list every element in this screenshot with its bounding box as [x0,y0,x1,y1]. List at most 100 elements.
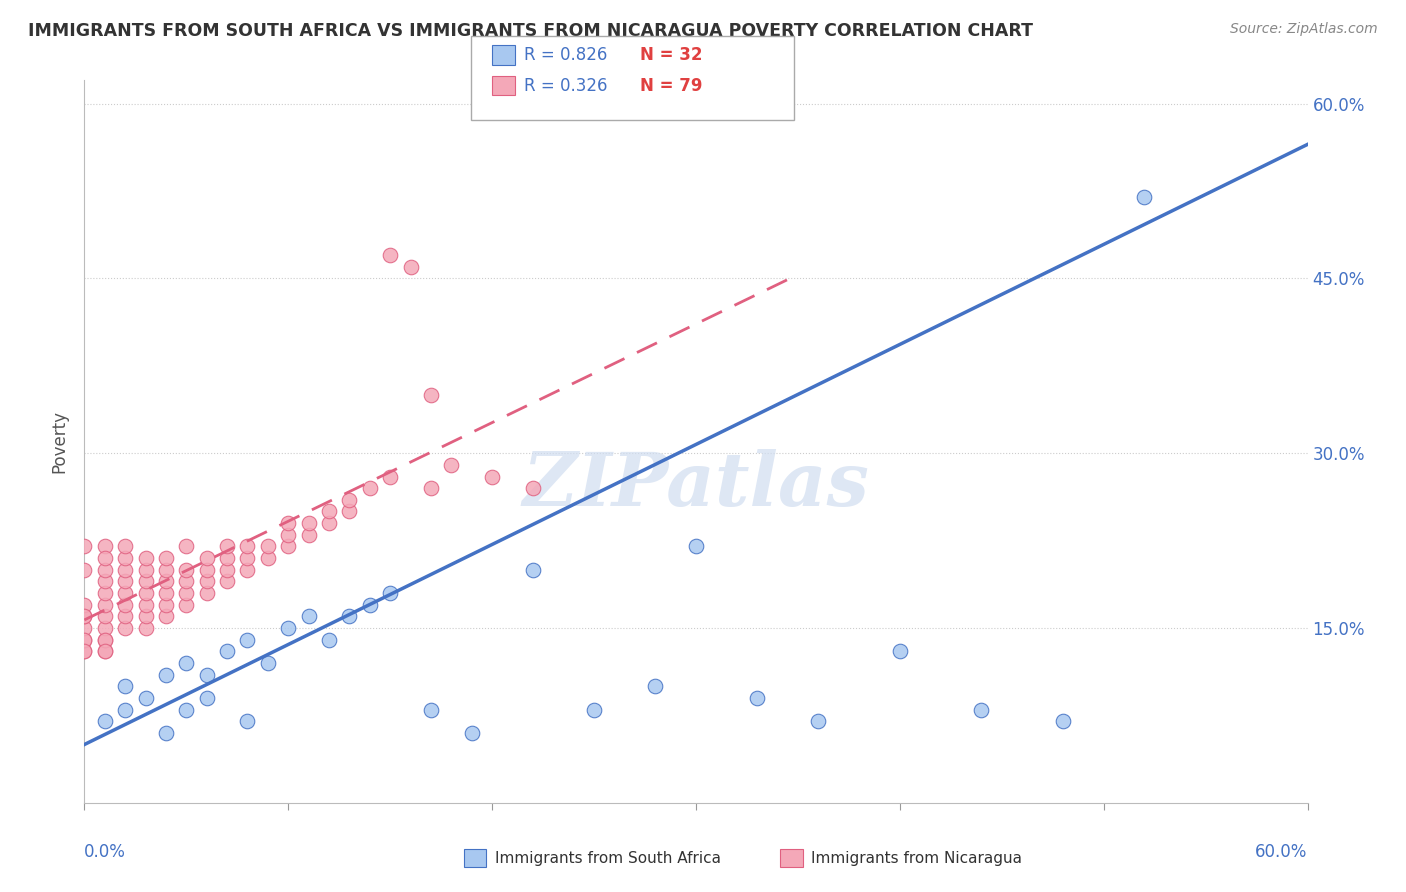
Point [970,702,993,716]
Point [135,563,157,577]
Point [155,726,177,740]
Point [236,632,259,647]
Point [522,481,544,495]
Point [73,563,96,577]
Point [174,540,197,554]
Point [73,632,96,647]
Text: N = 79: N = 79 [640,77,702,95]
Point [93,621,115,635]
Point [277,540,299,554]
Point [73,540,96,554]
Point [1052,714,1074,729]
Point [195,563,218,577]
Text: IMMIGRANTS FROM SOUTH AFRICA VS IMMIGRANTS FROM NICARAGUA POVERTY CORRELATION CH: IMMIGRANTS FROM SOUTH AFRICA VS IMMIGRAN… [28,22,1033,40]
Point [135,690,157,705]
Point [217,644,239,658]
Text: R = 0.826: R = 0.826 [524,46,607,64]
Point [174,563,197,577]
Text: 0.0%: 0.0% [84,843,127,861]
Point [73,598,96,612]
Point [318,504,340,518]
Point [174,586,197,600]
Point [93,714,115,729]
Point [380,469,402,483]
Point [420,388,443,402]
Point [155,551,177,566]
Text: 60.0%: 60.0% [1256,843,1308,861]
Point [73,644,96,658]
Point [114,540,136,554]
Point [359,598,381,612]
Point [135,586,157,600]
Text: ZIPatlas: ZIPatlas [523,449,869,521]
Point [195,574,218,589]
Point [114,679,136,693]
Text: Immigrants from Nicaragua: Immigrants from Nicaragua [811,851,1022,865]
Point [277,516,299,530]
Point [195,690,218,705]
Point [114,609,136,624]
Point [195,551,218,566]
Point [583,702,606,716]
Point [93,540,115,554]
Point [380,586,402,600]
Point [298,609,321,624]
Text: N = 32: N = 32 [640,46,702,64]
Point [257,540,280,554]
Point [217,574,239,589]
Point [73,621,96,635]
Point [73,644,96,658]
Point [217,551,239,566]
Point [359,481,381,495]
Point [93,574,115,589]
Point [93,632,115,647]
Point [420,481,443,495]
Point [481,469,503,483]
Point [73,632,96,647]
Point [93,644,115,658]
Point [174,702,197,716]
Point [217,540,239,554]
Point [114,598,136,612]
Point [155,598,177,612]
Point [889,644,911,658]
Point [685,540,707,554]
Point [135,609,157,624]
Point [298,528,321,542]
Point [114,563,136,577]
Point [135,598,157,612]
Point [236,563,259,577]
Point [135,621,157,635]
Point [807,714,830,729]
Point [217,563,239,577]
Point [644,679,666,693]
Point [93,563,115,577]
Point [461,726,484,740]
Point [318,516,340,530]
Point [1133,190,1156,204]
Point [155,574,177,589]
Point [399,260,422,274]
Point [93,551,115,566]
Point [155,586,177,600]
Point [195,667,218,681]
Point [339,504,361,518]
Point [93,609,115,624]
Point [135,574,157,589]
Point [174,574,197,589]
Point [174,598,197,612]
Point [380,248,402,262]
Point [114,702,136,716]
Point [93,632,115,647]
Point [236,540,259,554]
Text: Immigrants from South Africa: Immigrants from South Africa [495,851,721,865]
Point [420,702,443,716]
Point [747,690,769,705]
Point [522,563,544,577]
Point [277,621,299,635]
Point [339,492,361,507]
Point [155,563,177,577]
Y-axis label: Poverty: Poverty [51,410,69,473]
Text: Source: ZipAtlas.com: Source: ZipAtlas.com [1230,22,1378,37]
Point [114,574,136,589]
